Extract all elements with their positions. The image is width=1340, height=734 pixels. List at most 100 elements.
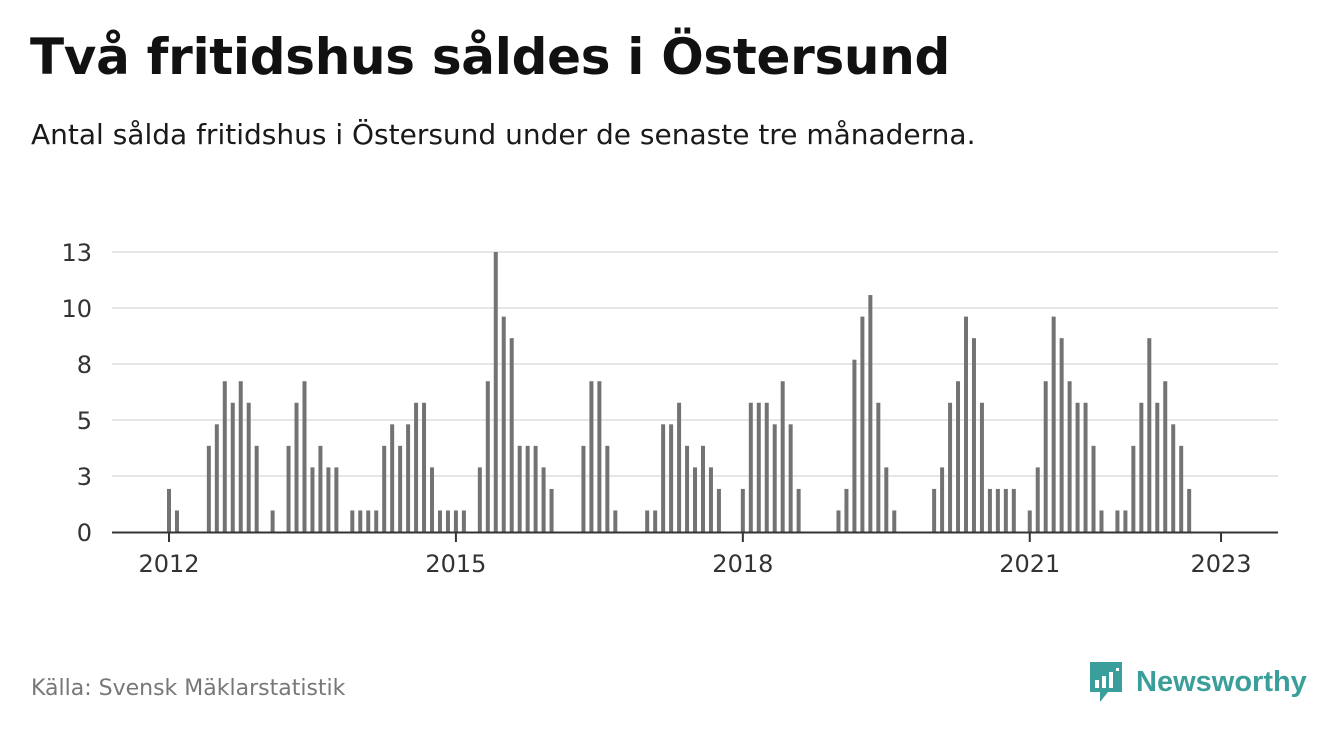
bar xyxy=(374,510,379,532)
source-note: Källa: Svensk Mäklarstatistik xyxy=(31,676,346,701)
bar xyxy=(740,488,745,532)
y-tick-label: 13 xyxy=(61,239,92,267)
bar xyxy=(1091,445,1096,532)
bar xyxy=(1123,510,1128,532)
y-tick-label: 5 xyxy=(77,407,92,435)
bar xyxy=(860,316,865,532)
brand-name: Newsworthy xyxy=(1136,665,1307,698)
bar xyxy=(1171,424,1176,532)
chart-title: Två fritidshus såldes i Östersund xyxy=(30,28,950,86)
bar xyxy=(286,445,291,532)
bar xyxy=(445,510,450,532)
bar xyxy=(1035,467,1040,532)
y-tick-label: 10 xyxy=(61,295,92,323)
bar xyxy=(485,381,490,532)
bar xyxy=(796,488,801,532)
bar xyxy=(956,381,961,532)
bar xyxy=(453,510,458,532)
bar xyxy=(477,467,482,532)
bar xyxy=(206,445,211,532)
bar xyxy=(685,445,690,532)
bar xyxy=(430,467,435,532)
bar xyxy=(948,402,953,532)
bar xyxy=(270,510,275,532)
bar xyxy=(230,402,235,532)
bar xyxy=(1179,445,1184,532)
bar-chart: 0 3 5 8 10 13 2012 2015 2018 2021 2023 2 xyxy=(61,0,1278,578)
bar xyxy=(214,424,219,532)
bar xyxy=(669,424,674,532)
bar xyxy=(310,467,315,532)
bar xyxy=(645,510,650,532)
bar xyxy=(167,488,171,532)
bar xyxy=(892,510,897,532)
bar xyxy=(366,510,371,532)
bar xyxy=(326,467,331,532)
bar xyxy=(350,510,355,532)
bar xyxy=(788,424,793,532)
bar xyxy=(493,252,498,532)
bar xyxy=(868,295,873,532)
bar xyxy=(1147,338,1152,532)
bar xyxy=(501,316,506,532)
bar xyxy=(844,488,849,532)
bar xyxy=(1163,381,1168,532)
grid-lines xyxy=(112,251,1278,477)
bar xyxy=(693,467,698,532)
bar xyxy=(437,510,442,532)
bar xyxy=(940,467,945,532)
bar xyxy=(605,445,610,532)
bar xyxy=(1051,316,1056,532)
bar xyxy=(302,381,307,532)
bar xyxy=(334,467,339,532)
bar xyxy=(995,488,1000,532)
x-tick-label: 2015 xyxy=(425,550,486,578)
bar xyxy=(764,402,769,532)
bar xyxy=(1059,338,1064,532)
bar xyxy=(525,445,530,532)
x-tick-label: 2012 xyxy=(138,550,199,578)
x-tick-label: 2021 xyxy=(999,550,1060,578)
bar xyxy=(1003,488,1008,532)
bar xyxy=(390,424,395,532)
bars xyxy=(167,252,1192,532)
x-tick-label: 2018 xyxy=(712,550,773,578)
bar xyxy=(1187,488,1192,532)
bar xyxy=(1155,402,1160,532)
bar xyxy=(517,445,522,532)
bar xyxy=(884,467,889,532)
bar xyxy=(246,402,251,532)
bar xyxy=(597,381,602,532)
bar xyxy=(358,510,363,532)
bar xyxy=(414,402,419,532)
bar xyxy=(661,424,666,532)
bar xyxy=(541,467,546,532)
newsworthy-logo-icon xyxy=(1090,662,1122,702)
bar xyxy=(174,510,179,532)
bar xyxy=(964,316,968,532)
chart-subtitle: Antal sålda fritidshus i Östersund under… xyxy=(31,118,976,151)
bar xyxy=(533,445,538,532)
bar xyxy=(254,445,259,532)
bar xyxy=(581,445,586,532)
y-tick-label: 8 xyxy=(77,351,92,379)
bar xyxy=(1043,381,1048,532)
bar xyxy=(653,510,658,532)
bar xyxy=(589,381,594,532)
bar xyxy=(382,445,387,532)
bar xyxy=(876,402,881,532)
bar xyxy=(398,445,403,532)
bar xyxy=(852,359,857,532)
bar xyxy=(1075,402,1080,532)
x-axis-ticks: 2012 2015 2018 2021 2023 xyxy=(138,532,1252,578)
bar xyxy=(1027,510,1032,532)
bar xyxy=(222,381,227,532)
bar xyxy=(1067,381,1072,532)
bar xyxy=(318,445,323,532)
x-tick-label: 2023 xyxy=(1191,550,1252,578)
bar xyxy=(238,381,243,532)
bar xyxy=(756,402,761,532)
annotation-label: 2 xyxy=(1213,0,1228,6)
bar xyxy=(613,510,618,532)
bar xyxy=(677,402,682,532)
